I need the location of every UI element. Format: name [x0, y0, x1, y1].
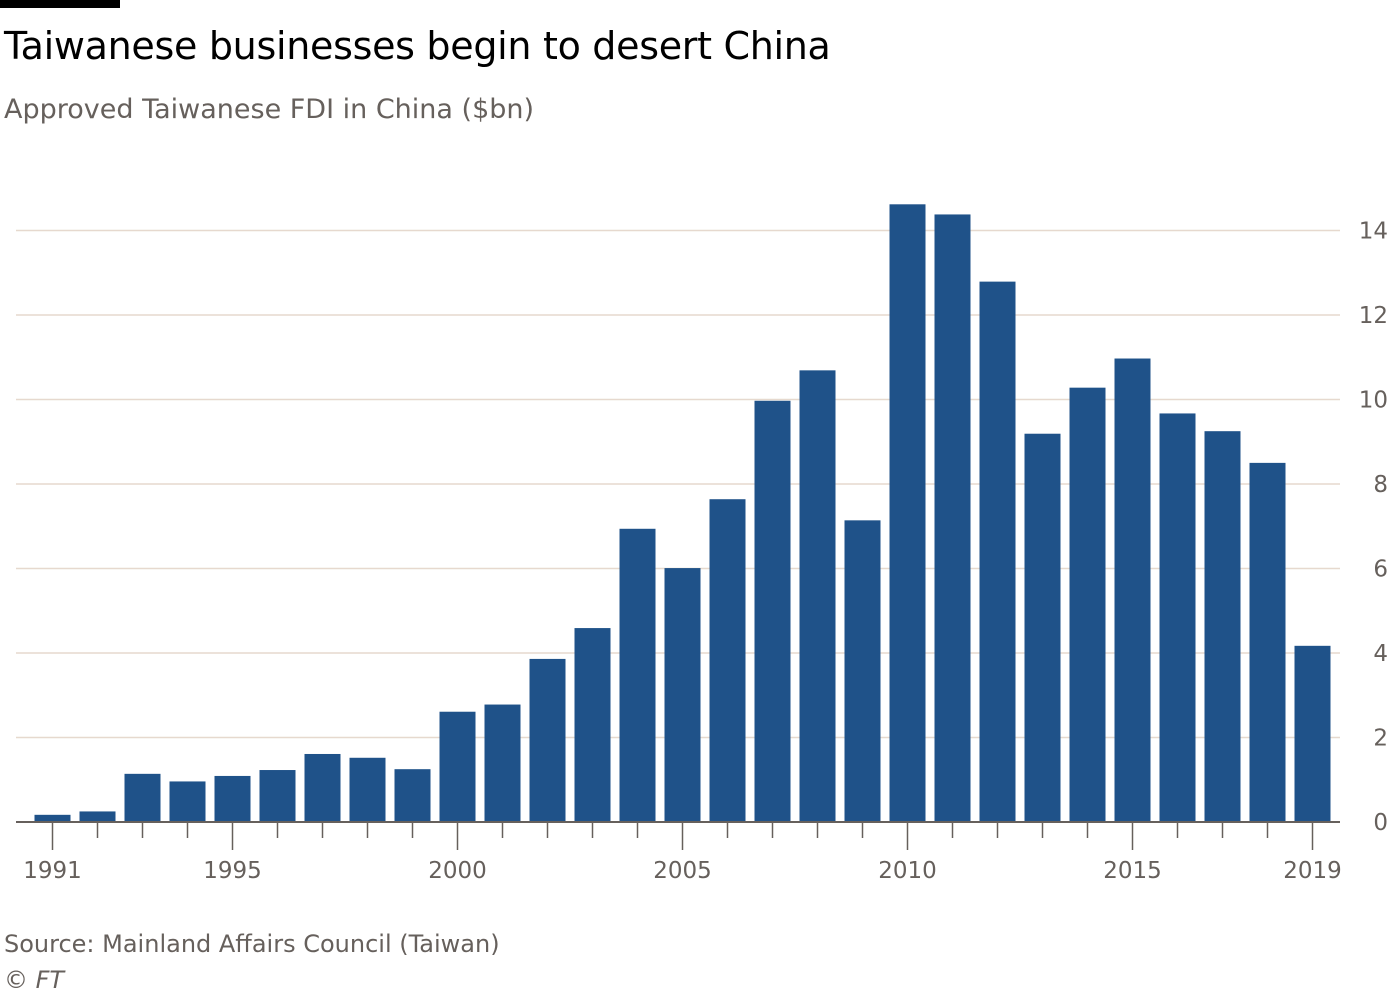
bar-2015 — [1114, 358, 1151, 822]
chart-subtitle: Approved Taiwanese FDI in China ($bn) — [4, 94, 535, 125]
bar-1997 — [304, 753, 341, 822]
y-tick-label-4: 4 — [1373, 641, 1388, 667]
y-tick-label-0: 0 — [1373, 810, 1388, 836]
bar-2017 — [1204, 431, 1241, 822]
x-axis-labels: 1991 1995 2000 2005 2010 2015 2019 — [23, 858, 1342, 884]
bar-chart: 0 2 4 6 8 10 12 14 1991 1995 2000 2005 2010 2015 2019 — [16, 204, 1388, 884]
bar-1994 — [169, 781, 206, 822]
bar-2004 — [619, 528, 656, 822]
accent-bar — [0, 0, 120, 8]
y-tick-label-6: 6 — [1373, 557, 1388, 583]
bar-2012 — [979, 281, 1016, 822]
bar-2018 — [1249, 462, 1286, 822]
bar-2005 — [664, 568, 701, 822]
bar-1992 — [79, 811, 116, 822]
x-tick-label-2015: 2015 — [1103, 858, 1162, 884]
bar-2008 — [799, 370, 836, 822]
bar-1998 — [349, 757, 386, 822]
bar-2002 — [529, 658, 566, 822]
x-tick-label-1995: 1995 — [203, 858, 262, 884]
bar-2007 — [754, 400, 791, 822]
bar-1999 — [394, 769, 431, 822]
bar-1996 — [259, 770, 296, 822]
bar-2000 — [439, 711, 476, 822]
bar-2003 — [574, 628, 611, 822]
bar-2019 — [1294, 645, 1331, 822]
y-tick-label-2: 2 — [1373, 726, 1388, 752]
x-axis — [16, 821, 1340, 850]
x-tick-label-2019: 2019 — [1283, 858, 1342, 884]
bar-1991 — [34, 814, 71, 822]
copyright-note: © FT — [4, 966, 65, 994]
y-axis-labels: 0 2 4 6 8 10 12 14 — [1359, 219, 1388, 837]
x-tick-label-2005: 2005 — [653, 858, 712, 884]
bar-2014 — [1069, 387, 1106, 822]
y-tick-label-12: 12 — [1359, 303, 1388, 329]
y-tick-label-10: 10 — [1359, 388, 1388, 414]
bar-2009 — [844, 520, 881, 822]
chart-title: Taiwanese businesses begin to desert Chi… — [4, 24, 831, 68]
bar-2001 — [484, 704, 521, 822]
bar-1993 — [124, 773, 161, 822]
y-tick-label-14: 14 — [1359, 219, 1388, 245]
bar-2011 — [934, 214, 971, 822]
x-tick-label-2000: 2000 — [428, 858, 487, 884]
x-tick-label-1991: 1991 — [23, 858, 82, 884]
bar-1995 — [214, 775, 251, 822]
x-tick-label-2010: 2010 — [878, 858, 937, 884]
bar-2016 — [1159, 413, 1196, 822]
bar-2006 — [709, 499, 746, 822]
bar-2010 — [889, 204, 926, 822]
source-note: Source: Mainland Affairs Council (Taiwan… — [4, 930, 500, 958]
bars — [34, 204, 1331, 822]
bar-2013 — [1024, 433, 1061, 822]
y-tick-label-8: 8 — [1373, 472, 1388, 498]
